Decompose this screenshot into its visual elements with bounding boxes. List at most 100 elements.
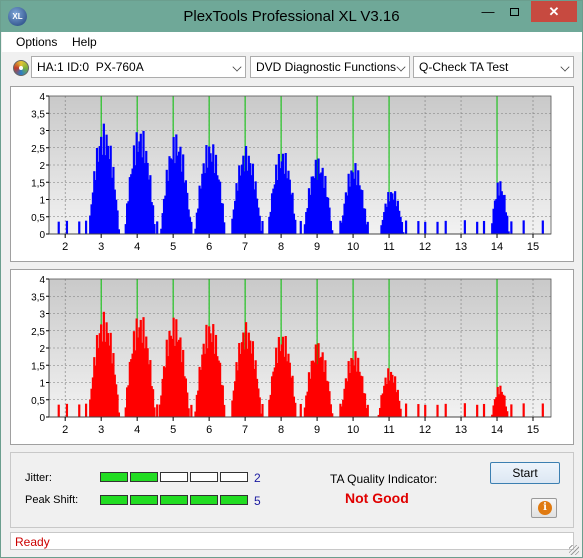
bar — [175, 134, 178, 234]
bar — [113, 189, 116, 234]
menu-options[interactable]: Options — [16, 35, 58, 49]
bar — [280, 161, 283, 234]
maximize-button[interactable] — [501, 1, 527, 22]
bar — [108, 159, 111, 234]
bar — [270, 193, 274, 234]
menu-help[interactable]: Help — [72, 35, 97, 49]
peak-shift-meter-segment — [220, 495, 248, 505]
bar — [149, 175, 152, 234]
test-select-value: Q-Check TA Test — [419, 60, 509, 74]
test-select[interactable]: Q-Check TA Test — [413, 56, 574, 78]
x-tick-label: 10 — [347, 241, 359, 253]
bar — [383, 385, 386, 417]
bar — [388, 380, 391, 417]
bar — [303, 224, 306, 234]
bar — [146, 162, 149, 234]
drive-select[interactable]: HA:1 ID:0 PX-760A — [31, 56, 246, 78]
bar — [395, 392, 398, 417]
bar — [402, 232, 405, 234]
bar — [168, 330, 171, 417]
peak-shift-value: 5 — [254, 494, 261, 508]
resize-grip-icon[interactable] — [569, 545, 579, 555]
close-button[interactable]: ✕ — [531, 1, 577, 22]
function-select[interactable]: DVD Diagnostic Functions — [250, 56, 410, 78]
bar — [235, 183, 238, 234]
plot-area — [49, 96, 551, 234]
bar — [355, 185, 358, 234]
peak-shift-meter-segment — [190, 495, 218, 505]
bar — [436, 404, 439, 417]
peak-shift-meter-segment — [130, 495, 158, 505]
bar — [205, 324, 208, 417]
info-button[interactable]: i — [531, 498, 557, 518]
bar — [365, 408, 368, 417]
bar — [93, 171, 96, 234]
bar — [186, 192, 189, 234]
bar — [143, 348, 146, 417]
bar — [383, 212, 386, 234]
bar — [136, 337, 140, 417]
bar — [173, 345, 177, 417]
bar — [149, 360, 152, 417]
bar — [249, 163, 252, 234]
x-tick-label: 5 — [170, 424, 176, 436]
bar — [169, 335, 172, 417]
bar — [311, 176, 315, 234]
bar — [179, 337, 182, 417]
bar — [482, 220, 486, 234]
bar — [234, 200, 237, 234]
bar — [541, 220, 544, 234]
bar — [251, 341, 255, 417]
jitter-chart: 0 0,5 1 1,5 2 2,5 3 3,5 4 2 3 4 5 6 7 8 9 10 11 12 13 14 15 — [31, 92, 552, 253]
minimize-button[interactable]: — — [481, 4, 495, 19]
bar — [328, 207, 331, 234]
bar — [322, 371, 326, 417]
bar — [242, 332, 245, 417]
bar — [258, 397, 261, 417]
bar — [291, 192, 294, 234]
bar — [247, 332, 250, 417]
x-tick-label: 8 — [278, 241, 284, 253]
bar — [320, 172, 323, 234]
bar — [180, 362, 183, 417]
bar — [276, 363, 279, 417]
bar — [359, 189, 363, 234]
app-logo-icon: XL — [8, 7, 27, 26]
bar — [203, 353, 207, 417]
peak-shift-chart: 0 0,5 1 1,5 2 2,5 3 3,5 4 2 3 4 5 6 7 8 9 10 11 12 13 14 15 — [31, 275, 552, 436]
bar — [143, 163, 146, 234]
bar — [492, 208, 495, 234]
plot-area — [49, 279, 551, 417]
bar — [381, 393, 384, 417]
bar — [253, 189, 256, 234]
bar — [272, 188, 275, 234]
bar — [322, 187, 326, 234]
bar — [503, 194, 506, 234]
start-button[interactable]: Start — [490, 462, 560, 484]
bar — [194, 228, 197, 234]
bar — [398, 210, 401, 234]
bar — [320, 356, 323, 417]
bar — [183, 376, 186, 417]
bar — [351, 172, 354, 234]
bar — [391, 193, 394, 234]
bar — [493, 200, 497, 234]
bar — [221, 385, 224, 417]
y-tick-label: 2 — [39, 344, 45, 355]
y-tick-label: 0,5 — [31, 396, 45, 407]
bar — [145, 336, 148, 417]
title-bar[interactable]: XL PlexTools Professional XL V3.16 — ✕ — [1, 1, 582, 32]
x-tick-label: 4 — [134, 424, 140, 436]
bar — [57, 404, 60, 417]
bar — [217, 179, 220, 234]
bar — [399, 216, 402, 234]
bar — [311, 360, 315, 417]
bar — [246, 348, 249, 417]
y-tick-label: 4 — [39, 92, 45, 103]
peak-shift-label: Peak Shift: — [25, 494, 79, 506]
bar — [361, 190, 364, 234]
bar — [290, 194, 293, 234]
bar — [182, 349, 185, 417]
bar — [132, 331, 136, 417]
bar — [213, 353, 216, 417]
